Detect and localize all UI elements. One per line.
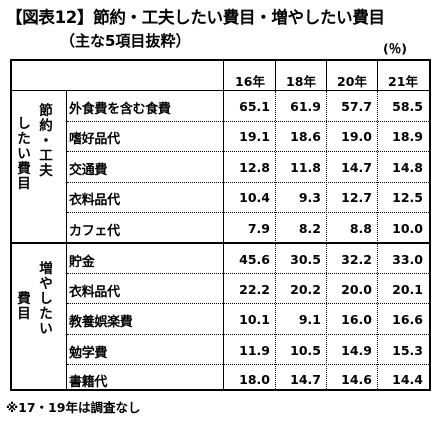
row-value: 12.8 [239,160,270,175]
group-label-char: や [39,276,53,292]
group-label-saving: 節 約 ・ 工 夫 [38,104,54,179]
row-value: 14.7 [341,160,372,175]
row-value: 61.9 [290,99,321,114]
row-value: 18.9 [392,129,423,144]
row-value: 20.2 [290,282,321,297]
row-item-label: 交通費 [69,163,108,178]
group-label-char: 費 [17,161,31,177]
row-item-label: カフェ代 [69,224,120,239]
row-item-label: 勉学費 [69,346,108,361]
unit-label: (％) [383,41,407,56]
row-value: 57.7 [341,99,372,114]
row-value: 20.1 [392,282,423,297]
row-value: 8.2 [298,221,321,236]
row-value: 9.3 [298,190,321,205]
row-value: 11.9 [239,343,270,358]
row-item-label: 書籍代 [69,375,108,390]
group-label-char: 目 [17,306,31,322]
row-value: 45.6 [239,252,270,267]
group-label-char: 約 [39,118,53,134]
year-header: 18年 [286,74,316,89]
figure-subtitle: （主な5項目抜粋） [60,32,191,50]
group-label-char: た [17,131,31,147]
group-label-char: た [39,306,53,322]
figure-title: 【図表12】節約・工夫したい費目・増やしたい費目 [6,8,385,27]
row-value: 16.0 [341,312,372,327]
group-label-char: い [39,321,53,337]
row-value: 14.9 [341,343,372,358]
row-value: 10.5 [290,343,321,358]
group-label-char: ・ [39,133,53,149]
group-label-char: い [17,146,31,162]
row-value: 33.0 [392,252,423,267]
row-value: 12.5 [392,190,423,205]
row-value: 11.8 [290,160,321,175]
group-label-char: 夫 [39,163,53,179]
group-label-char: し [39,291,53,307]
row-value: 14.4 [392,372,423,387]
row-value: 30.5 [290,252,321,267]
year-header: 16年 [235,74,265,89]
row-item-label: 貯金 [69,255,95,270]
row-value: 10.1 [239,312,270,327]
row-value: 14.6 [341,372,372,387]
row-value: 10.4 [239,190,270,205]
group-label-increase: 費 目 [16,292,32,322]
group-label-char: 節 [39,103,53,119]
row-value: 18.0 [239,372,270,387]
row-value: 8.8 [349,221,372,236]
row-item-label: 衣料品代 [69,193,120,208]
row-value: 9.1 [298,312,321,327]
group-label-char: 費 [17,291,31,307]
row-value: 16.6 [392,312,423,327]
row-value: 14.8 [392,160,423,175]
row-value: 14.7 [290,372,321,387]
row-item-label: 外食費を含む食費 [69,102,171,117]
year-header: 20年 [337,74,367,89]
group-label-char: 工 [39,148,53,164]
row-value: 10.0 [392,221,423,236]
row-item-label: 衣料品代 [69,285,120,300]
group-label-saving: し た い 費 目 [16,117,32,192]
row-value: 58.5 [392,99,423,114]
group-label-char: 増 [39,261,53,277]
year-header: 21年 [388,74,418,89]
row-value: 20.0 [341,282,372,297]
row-value: 12.7 [341,190,372,205]
row-value: 18.6 [290,129,321,144]
row-value: 65.1 [239,99,270,114]
row-item-label: 教養娯楽費 [69,315,133,330]
footnote: ※17・19年は調査なし [6,400,141,415]
row-value: 19.0 [341,129,372,144]
row-value: 15.3 [392,343,423,358]
row-value: 22.2 [239,282,270,297]
group-label-char: し [17,116,31,132]
row-value: 19.1 [239,129,270,144]
row-value: 32.2 [341,252,372,267]
group-label-char: 目 [17,176,31,192]
row-value: 7.9 [247,221,270,236]
row-item-label: 嗜好品代 [69,132,120,147]
group-label-increase: 増 や し た い [38,262,54,337]
